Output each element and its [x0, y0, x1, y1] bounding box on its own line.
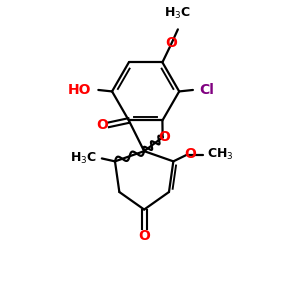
Text: H$_3$C: H$_3$C — [70, 151, 97, 166]
Text: O: O — [138, 229, 150, 243]
Text: H$_3$C: H$_3$C — [164, 6, 191, 21]
Text: HO: HO — [68, 83, 92, 97]
Text: O: O — [96, 118, 108, 132]
Text: CH$_3$: CH$_3$ — [207, 147, 234, 163]
Text: O: O — [158, 130, 170, 144]
Text: O: O — [184, 147, 196, 161]
Text: O: O — [166, 36, 177, 50]
Text: Cl: Cl — [200, 83, 214, 97]
